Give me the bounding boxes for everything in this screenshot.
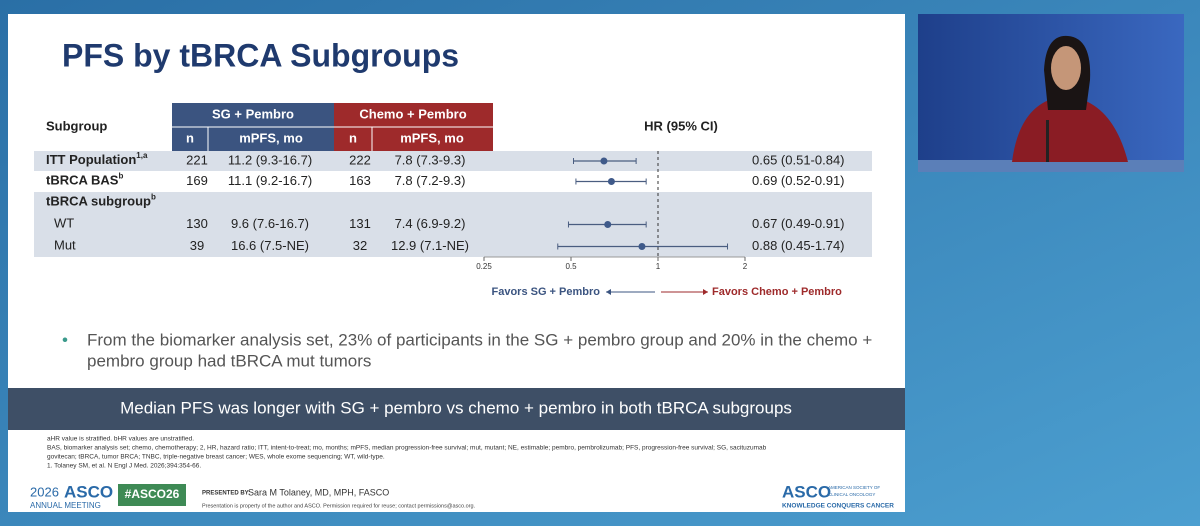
footnote: BAS, biomarker analysis set; chemo, chem… [47,445,767,452]
superscript: b [118,172,123,181]
x-tick-label: 2 [743,262,748,271]
cell: 221 [186,152,208,167]
cell: 7.8 (7.2-9.3) [395,173,466,188]
banner: Median PFS was longer with SG + pembro v… [120,398,792,417]
subheader-bg [172,127,334,151]
hr-label: 0.67 (0.49-0.91) [752,216,845,231]
table: SG + Pembro Chemo + Pembro n mPFS, mo n … [34,103,872,298]
bullet-line: pembro group had tBRCA mut tumors [87,351,371,370]
hr-label: 0.69 (0.52-0.91) [752,173,845,188]
hr-point [607,178,615,185]
footer-brand: ASCO [64,482,113,501]
banner-bg [8,388,905,430]
hashtag-bg [118,484,186,506]
favors-right: Favors Chemo + Pembro [712,286,842,298]
footnote: govitecan; tBRCA, tumor BRCA; TNBC, trip… [47,454,385,461]
hr-label: 0.65 (0.51-0.84) [752,152,845,167]
cell: 163 [349,173,371,188]
subheader-bg [334,127,493,151]
cell: 32 [353,238,367,253]
row-bg [34,151,872,171]
tagline: KNOWLEDGE CONQUERS CANCER [782,503,894,510]
speaker-video [918,14,1184,172]
group-header-bg [172,103,334,127]
cell: 7.8 (7.3-9.3) [395,152,466,167]
bullet-line: From the biomarker analysis set, 23% of … [87,330,872,349]
arrowhead [606,289,611,295]
footer: 2026 ASCO ANNUAL MEETING #ASCO26 PRESENT… [30,482,894,510]
cell: 16.6 (7.5-NE) [231,238,309,253]
row-label-text: WT [54,216,74,231]
row-label: tBRCA BASb [46,172,123,188]
column-header: HR (95% CI) [644,118,718,133]
subheader: n [186,130,194,145]
cell: 9.6 (7.6-16.7) [231,216,309,231]
row-bg [34,213,872,236]
row-label-text: Mut [54,238,76,253]
group-header-bg [334,103,493,127]
row-label-text: ITT Population [46,152,136,167]
row-label-text: tBRCA BAS [46,173,119,188]
cell: 131 [349,216,371,231]
cell: 7.4 (6.9-9.2) [395,216,466,231]
hashtag: #ASCO26 [125,487,180,501]
column-header: Subgroup [46,118,107,133]
hr-point [638,243,646,250]
society: CLINICAL ONCOLOGY [828,492,875,497]
favors-left: Favors SG + Pembro [491,286,600,298]
cell: 12.9 (7.1-NE) [391,238,469,253]
subheader: n [349,130,357,145]
arrowhead [703,289,708,295]
cell: 130 [186,216,208,231]
hr-point [604,221,612,228]
hr-point [600,157,608,165]
row-label: ITT Population1,a [46,151,148,167]
row-label: tBRCA subgroupb [46,193,156,209]
footer-meeting: ANNUAL MEETING [30,501,101,510]
cell: 222 [349,152,371,167]
x-tick-label: 0.5 [565,262,577,271]
permission: Presentation is property of the author a… [202,503,476,509]
superscript: 1,a [136,151,148,160]
hr-label: 0.88 (0.45-1.74) [752,238,845,253]
superscript: b [151,193,156,202]
group-header: Chemo + Pembro [359,106,466,121]
society: AMERICAN SOCIETY OF [828,485,880,490]
cell: 39 [190,238,204,253]
logo: ASCO [782,482,831,501]
presented-by: PRESENTED BY: [202,491,250,497]
subheader: mPFS, mo [400,130,464,145]
footnote: aHR value is stratified. bHR values are … [47,436,194,443]
row-label-text: tBRCA subgroup [46,194,151,209]
cell: 11.1 (9.2-16.7) [228,173,312,188]
row-bg [34,192,872,213]
x-tick-label: 1 [656,262,661,271]
x-tick-label: 0.25 [476,262,492,271]
row-label: Mut [54,238,76,253]
bullet: • From the biomarker analysis set, 23% o… [62,330,872,370]
row-label: WT [54,216,74,231]
cell: 169 [186,173,208,188]
group-header: SG + Pembro [212,106,294,121]
row-bg [34,236,872,257]
presenter: Sara M Tolaney, MD, MPH, FASCO [248,487,389,497]
cell: 11.2 (9.3-16.7) [228,152,312,167]
bullet-marker: • [62,330,68,349]
footnote: 1. Tolaney SM, et al. N Engl J Med. 2026… [47,463,201,470]
slide-title: PFS by tBRCA Subgroups [62,37,459,73]
subheader: mPFS, mo [239,130,303,145]
footer-year: 2026 [30,484,59,499]
